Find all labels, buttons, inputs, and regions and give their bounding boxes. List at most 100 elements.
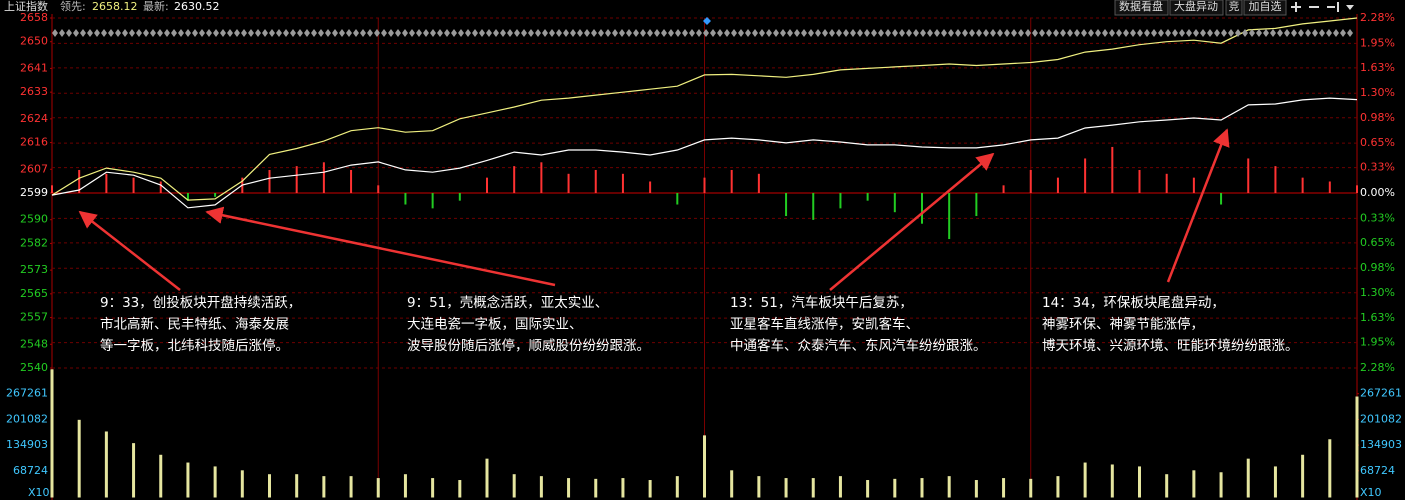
y2-tick-label: 1.63%: [1360, 311, 1395, 324]
diamond: [1039, 29, 1045, 37]
volume-bar: [730, 470, 734, 498]
diamond: [234, 29, 240, 37]
y2-tick-label: 0.33%: [1360, 161, 1395, 174]
button-frame[interactable]: [1225, 0, 1243, 16]
annotation-text: 神雾环保、神雾节能涨停，: [1042, 316, 1204, 333]
momentum-bar: [1111, 146, 1114, 193]
button-frame[interactable]: [1114, 0, 1169, 16]
momentum-bar: [785, 193, 788, 217]
volume-tick-label: 134903: [1360, 438, 1402, 451]
volume-bar: [621, 478, 625, 498]
diamond: [703, 29, 709, 37]
diamond: [605, 29, 611, 37]
arrow: [829, 152, 995, 291]
momentum-bar: [295, 166, 298, 193]
toolbar-icons[interactable]: [1291, 2, 1354, 12]
diamond: [794, 29, 800, 37]
diamond: [304, 29, 310, 37]
volume-bar: [539, 476, 543, 498]
y2-tick-label: 1.95%: [1360, 36, 1395, 49]
diamond: [479, 29, 485, 37]
toolbar-button[interactable]: 大盘异动: [1174, 0, 1218, 13]
y2-tick-label: 0.33%: [1360, 211, 1395, 224]
y2-tick-label: 0.98%: [1360, 261, 1395, 274]
y2-tick-label: 1.63%: [1360, 61, 1395, 74]
diamond: [353, 29, 359, 37]
diamond: [570, 29, 576, 37]
diamond: [612, 29, 618, 37]
diamond: [675, 29, 681, 37]
diamond: [990, 29, 996, 37]
diamond: [878, 29, 884, 37]
diamond: [1032, 29, 1038, 37]
diamond: [73, 29, 79, 37]
annotation-text: 波导股份随后涨停，顺威股份纷纷跟涨。: [407, 337, 650, 354]
diamond: [220, 29, 226, 37]
diamond: [136, 29, 142, 37]
diamond: [185, 29, 191, 37]
diamond: [983, 29, 989, 37]
diamond: [682, 29, 688, 37]
diamond: [843, 29, 849, 37]
momentum-bar: [1029, 169, 1032, 193]
diamond: [1109, 29, 1115, 37]
diamond: [192, 29, 198, 37]
diamond: [1186, 29, 1192, 37]
volume-unit: X10: [28, 486, 50, 499]
y2-tick-label: 1.30%: [1360, 286, 1395, 299]
momentum-bar: [1301, 177, 1304, 193]
diamond: [1060, 29, 1066, 37]
y-tick-label: 2540: [20, 361, 48, 374]
volume-bar: [349, 476, 353, 498]
diamond: [52, 29, 58, 37]
diamond: [1046, 29, 1052, 37]
diamond: [1319, 29, 1325, 37]
diamond: [591, 29, 597, 37]
diamond: [689, 29, 695, 37]
button-frame[interactable]: [1169, 0, 1224, 16]
header-title: 上证指数: [4, 0, 48, 13]
toolbar-button[interactable]: 数据看盘: [1119, 0, 1163, 13]
diamond: [164, 29, 170, 37]
momentum-bar: [214, 193, 217, 197]
arrow: [78, 210, 181, 291]
price-line: [51, 17, 1358, 201]
volume-bar: [376, 478, 380, 498]
y-tick-label: 2599: [20, 186, 48, 199]
toolbar-button[interactable]: 竞: [1229, 0, 1240, 13]
volume-bar: [77, 419, 81, 498]
volume-bar: [594, 478, 598, 498]
diamond: [535, 29, 541, 37]
lead-label: 领先:: [60, 0, 86, 13]
volume-bar: [1273, 466, 1277, 498]
diamond: [108, 29, 114, 37]
diamond: [626, 29, 632, 37]
volume-bar: [132, 443, 136, 498]
diamond: [1221, 29, 1227, 37]
diamond: [633, 29, 639, 37]
diamond: [850, 29, 856, 37]
annotation-text: 9：33，创投板块开盘持续活跃，: [100, 294, 301, 311]
diamond: [899, 29, 905, 37]
volume-bar: [186, 462, 190, 498]
momentum-bar: [1247, 158, 1250, 193]
diamond: [1298, 29, 1304, 37]
momentum-bar: [948, 193, 951, 240]
y2-tick-label: 2.28%: [1360, 11, 1395, 24]
last-label: 最新:: [143, 0, 169, 13]
momentum-bar: [621, 173, 624, 193]
toolbar-button[interactable]: 加自选: [1249, 0, 1282, 13]
momentum-bar: [866, 193, 869, 201]
diamond: [577, 29, 583, 37]
annotation-text: 亚星客车直线涨停，安凯客车、: [730, 316, 919, 333]
diamond: [1263, 29, 1269, 37]
volume-bar: [485, 458, 489, 498]
volume-bar: [757, 476, 761, 498]
y2-tick-label: 1.30%: [1360, 86, 1395, 99]
volume-bar: [1002, 478, 1006, 498]
momentum-bar: [1138, 169, 1141, 193]
button-frame[interactable]: [1243, 0, 1287, 16]
momentum-bar: [1165, 173, 1168, 193]
diamond: [1277, 29, 1283, 37]
